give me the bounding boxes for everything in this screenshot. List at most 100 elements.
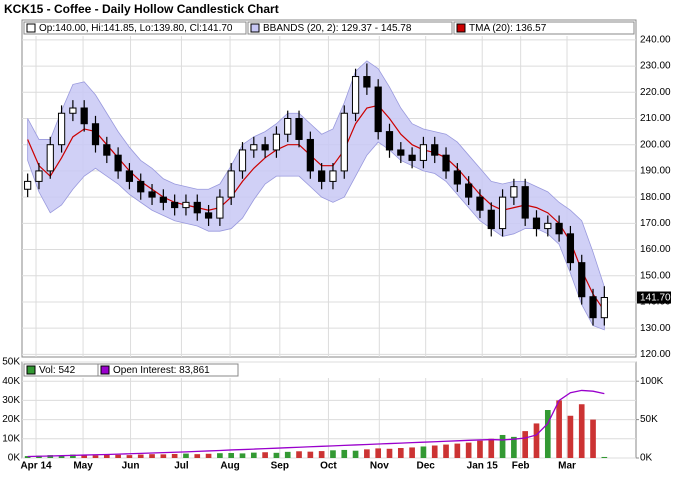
legend-swatch bbox=[100, 365, 110, 375]
y-tick-label: 30K bbox=[2, 395, 20, 406]
candle-body bbox=[295, 117, 303, 140]
candle-body bbox=[193, 201, 201, 214]
y-tick-label: 20K bbox=[2, 414, 20, 425]
volume-bar bbox=[397, 448, 404, 458]
volume-bar bbox=[296, 451, 302, 458]
y-tick-label: 210.00 bbox=[640, 113, 671, 124]
candle-body bbox=[589, 296, 597, 319]
volume-bar bbox=[375, 448, 382, 458]
volume-bar bbox=[160, 454, 167, 458]
candle-body bbox=[442, 154, 450, 172]
volume-bar bbox=[307, 451, 314, 458]
candle-body bbox=[57, 112, 66, 146]
x-tick-label: Jul bbox=[174, 461, 189, 472]
volume-bar bbox=[70, 454, 76, 458]
legend-entry: Open Interest: 83,861 bbox=[113, 365, 210, 376]
y-tick-label: 150.00 bbox=[640, 270, 671, 281]
candle-body bbox=[329, 170, 337, 182]
candle-body bbox=[35, 170, 43, 182]
candle-body bbox=[487, 209, 495, 230]
volume-bar bbox=[92, 455, 99, 458]
candle-body bbox=[250, 144, 258, 151]
candle-body bbox=[453, 170, 461, 185]
y-tick-label: 120.00 bbox=[640, 349, 671, 360]
volume-bar bbox=[556, 400, 562, 458]
x-tick-label: Aug bbox=[220, 461, 239, 472]
candle-body bbox=[476, 196, 484, 211]
candle-body bbox=[69, 107, 77, 114]
volume-bar bbox=[341, 449, 348, 458]
candle-body bbox=[137, 180, 145, 193]
x-tick-label: Feb bbox=[512, 461, 530, 472]
volume-bar bbox=[477, 440, 483, 458]
candle-body bbox=[261, 144, 269, 151]
candle-body bbox=[148, 191, 156, 198]
volume-bar bbox=[149, 454, 155, 458]
candle-body bbox=[227, 170, 235, 198]
candle-body bbox=[46, 144, 54, 172]
x-tick-label: Oct bbox=[320, 461, 337, 472]
candle-body bbox=[24, 180, 32, 190]
candle-body bbox=[578, 262, 586, 298]
candle-body bbox=[498, 196, 507, 230]
legend-swatch bbox=[26, 23, 36, 33]
volume-bar bbox=[330, 450, 336, 458]
y2-tick-label: 50K bbox=[640, 414, 658, 425]
volume-bar bbox=[522, 431, 529, 458]
legend-layer: Op:140.00, Hi:141.85, Lo:139.80, Cl:141.… bbox=[23, 21, 635, 377]
volume-bar bbox=[81, 455, 88, 458]
volume-bar bbox=[454, 443, 461, 458]
volume-bar bbox=[511, 436, 517, 458]
candle-body bbox=[216, 196, 224, 219]
candle-body bbox=[408, 154, 416, 161]
y-tick-label: 230.00 bbox=[640, 61, 671, 72]
candle-body bbox=[306, 138, 314, 172]
candle-body bbox=[318, 170, 326, 182]
x-tick-label: Apr 14 bbox=[20, 461, 52, 472]
y-tick-label: 0K bbox=[8, 453, 21, 464]
volume-bar bbox=[431, 445, 438, 458]
volume-bar bbox=[318, 451, 325, 458]
volume-bar bbox=[544, 410, 551, 458]
tma-line bbox=[27, 104, 605, 312]
volume-bar bbox=[239, 453, 246, 458]
y-tick-label: 200.00 bbox=[640, 139, 671, 150]
volume-bar bbox=[205, 453, 212, 458]
last-price-label: 141.70 bbox=[640, 293, 671, 304]
legend-swatch bbox=[26, 365, 36, 375]
chart-title: KCK15 - Coffee - Daily Hollow Candlestic… bbox=[4, 2, 279, 16]
legend-swatch bbox=[456, 23, 466, 33]
candle-body bbox=[419, 144, 428, 161]
marks-layer bbox=[24, 60, 608, 458]
volume-bar bbox=[578, 404, 585, 458]
legend-entry: Vol: 542 bbox=[39, 365, 76, 376]
y-tick-label: 240.00 bbox=[640, 35, 671, 46]
volume-bar bbox=[567, 415, 574, 458]
y-tick-label: 160.00 bbox=[640, 244, 671, 255]
candle-body bbox=[510, 186, 518, 198]
y-tick-label: 40K bbox=[2, 376, 20, 387]
candle-body bbox=[91, 123, 100, 146]
candle-body bbox=[431, 144, 439, 156]
open-interest-line bbox=[27, 389, 605, 458]
volume-bar bbox=[58, 455, 65, 458]
y-tick-label: 170.00 bbox=[640, 218, 671, 229]
candle-body bbox=[238, 149, 247, 172]
legend-box bbox=[453, 21, 635, 35]
ohlc-legend: Op:140.00, Hi:141.85, Lo:139.80, Cl:141.… bbox=[39, 23, 233, 34]
candle-body bbox=[103, 144, 111, 156]
y2-tick-label: 100K bbox=[640, 376, 664, 387]
volume-bar bbox=[24, 456, 31, 458]
candle-body bbox=[544, 222, 552, 230]
volume-bar bbox=[420, 446, 427, 458]
y-tick-label: 220.00 bbox=[640, 87, 671, 98]
candle-body bbox=[182, 201, 190, 209]
volume-bar bbox=[499, 434, 506, 458]
volume-bar bbox=[443, 444, 449, 458]
y2-tick-label: 0K bbox=[640, 453, 653, 464]
candle-body bbox=[125, 170, 134, 182]
x-tick-label: Jun bbox=[122, 461, 140, 472]
x-tick-label: Sep bbox=[271, 461, 289, 472]
candle-body bbox=[397, 149, 405, 156]
candle-body bbox=[465, 183, 473, 198]
